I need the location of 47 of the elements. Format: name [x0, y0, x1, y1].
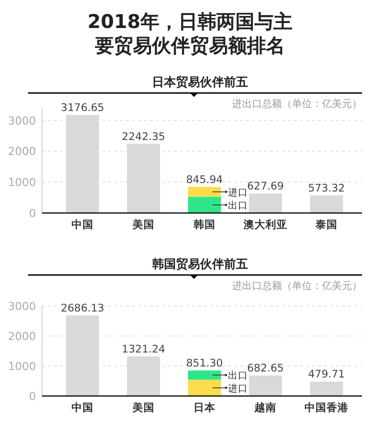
bar — [249, 376, 282, 396]
x-tick-label: 中国香港 — [304, 401, 350, 414]
y-tick-label: 0 — [29, 390, 36, 403]
x-tick-label: 美国 — [132, 401, 154, 414]
series-label: 出口 — [228, 199, 248, 212]
total-label: 627.69 — [247, 180, 284, 193]
bar — [66, 315, 99, 396]
bar — [188, 186, 221, 197]
chart-subtitle: 日本贸易伙伴前五 — [152, 75, 248, 89]
series-label: 进口 — [228, 186, 248, 198]
total-label: 3176.65 — [60, 102, 104, 114]
annotation: 进出口总额（单位：亿美元） — [232, 98, 362, 110]
x-tick-label: 中国 — [72, 218, 94, 231]
y-tick-label: 2000 — [8, 330, 36, 343]
y-tick-label: 2000 — [8, 145, 36, 158]
series-label: 进口 — [228, 382, 248, 394]
total-label: 845.94 — [186, 174, 224, 186]
text: 进出口总额（单位：亿美元） — [232, 280, 362, 292]
bar — [310, 195, 343, 213]
x-tick-label: 日本 — [194, 401, 216, 414]
total-label: 682.65 — [247, 362, 284, 375]
series-label: 出口 — [228, 370, 248, 382]
y-tick-label: 3000 — [8, 114, 36, 128]
total-label: 2686.13 — [60, 302, 104, 314]
bar — [188, 380, 221, 396]
y-tick-label: 1000 — [8, 176, 36, 190]
x-tick-label: 越南 — [254, 401, 276, 414]
bar — [310, 382, 343, 396]
total-label: 1321.24 — [122, 343, 166, 356]
x-tick-label: 澳大利亚 — [242, 218, 288, 231]
bar — [188, 370, 221, 380]
total-label: 573.32 — [308, 182, 345, 194]
y-tick-label: 0 — [29, 207, 36, 220]
total-label: 851.30 — [186, 357, 223, 370]
y-tick-label: 3000 — [8, 300, 36, 313]
bar — [249, 194, 282, 213]
total-label: 479.71 — [308, 368, 345, 381]
x-tick-label: 泰国 — [314, 219, 338, 231]
chart-title: 2018年，日韩两国与主要贸易伙伴贸易额排名 — [88, 11, 292, 57]
x-tick-label: 美国 — [132, 218, 154, 231]
y-tick-label: 1000 — [8, 360, 36, 373]
x-tick-label: 中国 — [72, 401, 94, 414]
total-label: 2242.35 — [122, 130, 166, 143]
bar — [66, 114, 99, 213]
bar — [188, 196, 221, 213]
chart-title: 韩国贸易伙伴前五 — [151, 257, 248, 271]
x-tick-label: 韩国 — [192, 218, 216, 231]
